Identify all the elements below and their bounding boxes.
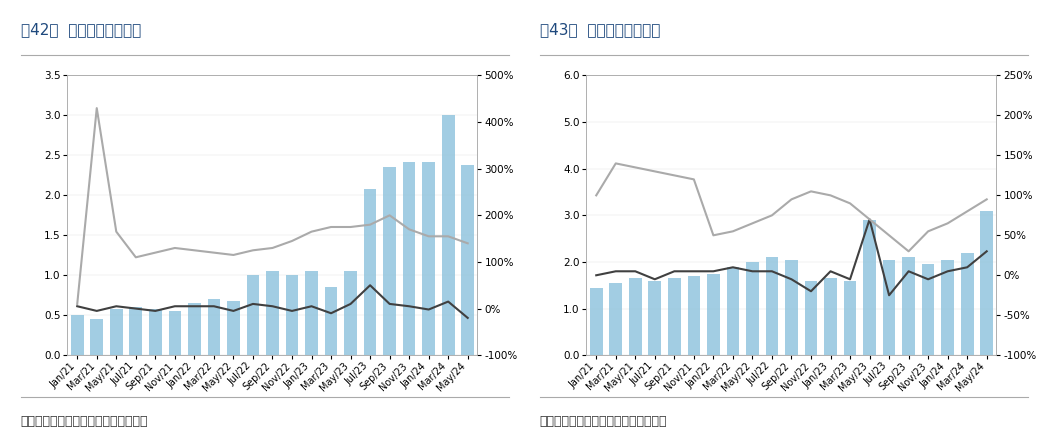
- Bar: [71, 315, 84, 355]
- Text: 图42：  浙江省逆变器出口: 图42： 浙江省逆变器出口: [21, 22, 141, 37]
- Bar: [363, 189, 377, 355]
- Bar: [882, 260, 896, 355]
- Bar: [649, 281, 661, 355]
- Bar: [785, 260, 798, 355]
- Bar: [609, 283, 622, 355]
- Bar: [110, 309, 122, 355]
- Bar: [208, 299, 220, 355]
- Bar: [285, 275, 298, 355]
- Bar: [746, 262, 759, 355]
- Text: 图43：  广东省逆变器出口: 图43： 广东省逆变器出口: [540, 22, 660, 37]
- Bar: [325, 287, 337, 355]
- Bar: [266, 271, 279, 355]
- Bar: [149, 309, 162, 355]
- Bar: [345, 271, 357, 355]
- Bar: [687, 276, 701, 355]
- Bar: [403, 162, 415, 355]
- Bar: [668, 278, 681, 355]
- Text: 数据来源：海关总署，东吴证券研究所: 数据来源：海关总署，东吴证券研究所: [540, 415, 667, 428]
- Bar: [461, 165, 474, 355]
- Bar: [247, 275, 260, 355]
- Bar: [902, 258, 914, 355]
- Bar: [188, 303, 200, 355]
- Bar: [844, 281, 856, 355]
- Bar: [130, 307, 142, 355]
- Bar: [961, 253, 974, 355]
- Bar: [864, 220, 876, 355]
- Bar: [90, 319, 103, 355]
- Bar: [941, 260, 954, 355]
- Text: 数据来源：海关总署，东吴证券研究所: 数据来源：海关总署，东吴证券研究所: [21, 415, 148, 428]
- Bar: [727, 266, 739, 355]
- Bar: [590, 288, 603, 355]
- Bar: [168, 311, 182, 355]
- Bar: [922, 264, 934, 355]
- Bar: [422, 162, 435, 355]
- Bar: [766, 258, 778, 355]
- Bar: [980, 210, 993, 355]
- Bar: [804, 281, 817, 355]
- Bar: [442, 115, 455, 355]
- Bar: [383, 167, 395, 355]
- Bar: [707, 274, 719, 355]
- Bar: [227, 301, 240, 355]
- Bar: [629, 278, 641, 355]
- Bar: [824, 278, 837, 355]
- Bar: [305, 271, 318, 355]
